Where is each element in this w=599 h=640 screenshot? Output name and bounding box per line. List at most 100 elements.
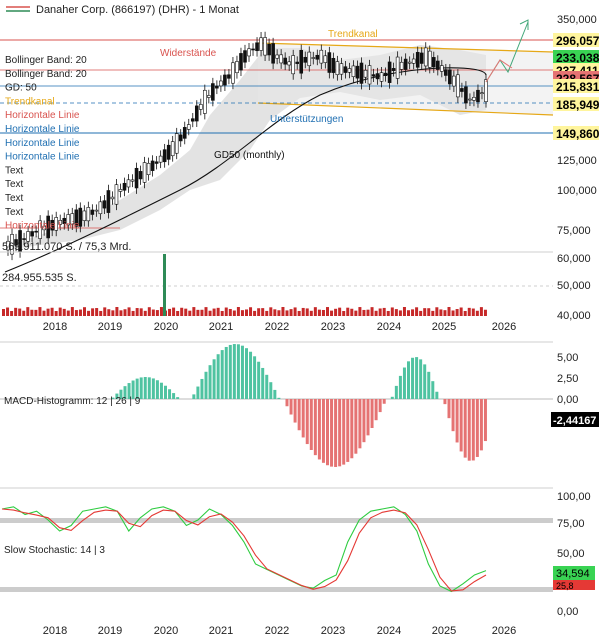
- candle-body: [30, 231, 34, 237]
- macd-bar: [172, 393, 176, 399]
- candle-body: [319, 49, 324, 64]
- macd-bar: [398, 375, 402, 399]
- candle-body: [383, 72, 388, 76]
- candle-body: [255, 42, 259, 52]
- x-tick-label: 2018: [43, 321, 67, 333]
- macd-bar: [119, 389, 123, 399]
- macd-bar: [200, 378, 204, 399]
- candle-body: [227, 74, 231, 79]
- candle-body: [154, 161, 159, 164]
- volume-bar: [447, 307, 451, 316]
- legend-item: Text: [5, 207, 24, 218]
- volume-bar: [309, 310, 313, 316]
- volume-bar: [135, 308, 139, 316]
- volume-bar: [127, 307, 131, 316]
- macd-bar: [253, 356, 257, 399]
- volume-bar: [277, 310, 281, 316]
- macd-bar: [216, 354, 220, 399]
- volume-bar: [38, 307, 42, 316]
- candle-body: [299, 49, 304, 74]
- macd-bar: [483, 399, 487, 442]
- macd-bar: [204, 371, 208, 399]
- candle-body: [460, 88, 464, 92]
- candle-body: [419, 52, 424, 64]
- candle-body: [407, 61, 412, 64]
- volume-bar: [423, 308, 427, 316]
- trend-channel-lower: [257, 102, 554, 116]
- candle-body: [114, 184, 119, 205]
- x-axis-bottom: 2018 2019 2020 2021 2022 2023 2024 2025 2026: [43, 625, 516, 637]
- volume-bar: [6, 307, 10, 316]
- x-tick-label: 2018: [43, 625, 67, 637]
- volume-bar: [147, 307, 151, 316]
- candle-body: [275, 54, 279, 59]
- volume-bar: [334, 308, 338, 316]
- volume-bar: [285, 310, 289, 316]
- volume-bar: [91, 308, 95, 316]
- macd-bar: [123, 386, 127, 399]
- candle-body: [26, 231, 30, 242]
- volume-bar: [123, 309, 127, 316]
- stoch-tick-label: 0,00: [557, 606, 578, 618]
- legend-item: Horizontale Linie: [5, 110, 80, 121]
- volume-bar: [451, 310, 455, 316]
- candle-body: [82, 210, 87, 221]
- candle-body: [303, 56, 308, 63]
- stoch-tick-label: 75,00: [557, 518, 585, 530]
- volume-bar: [155, 310, 159, 316]
- price-y-axis: 350,000 125,000 100,000 75,000: [557, 14, 597, 237]
- volume-bar: [455, 309, 459, 316]
- volume-bar: [378, 308, 382, 316]
- macd-bar: [443, 399, 447, 405]
- x-tick-label: 2024: [377, 321, 401, 333]
- candle-body: [110, 196, 115, 200]
- volume-bar: [439, 309, 443, 316]
- price-badges: 296,057233,038237,411228,567215,831185,9…: [553, 33, 599, 141]
- macd-bar: [111, 397, 115, 399]
- stoch-label: Slow Stochastic: 14 | 3: [4, 545, 105, 556]
- macd-bar: [479, 399, 483, 451]
- stoch-tick-label: 50,00: [557, 548, 585, 560]
- candle-body: [14, 239, 18, 246]
- candle-body: [435, 60, 440, 70]
- candle-body: [178, 134, 183, 142]
- volume-bar: [301, 307, 305, 316]
- candle-body: [440, 65, 444, 72]
- macd-bar: [115, 393, 119, 399]
- candle-body: [375, 73, 380, 80]
- candle-body: [231, 62, 235, 84]
- volume-bar: [475, 310, 479, 316]
- stoch-green-box: [553, 566, 595, 580]
- candle-body: [263, 37, 267, 56]
- volume-bar: [321, 309, 325, 316]
- stoch-20-band: [0, 587, 553, 592]
- macd-bar: [249, 351, 253, 399]
- volume-bar: [402, 307, 406, 316]
- volume-bar: [398, 310, 402, 316]
- macd-bar: [297, 399, 301, 431]
- volume-bar: [459, 307, 463, 316]
- volume-bar: [18, 308, 22, 316]
- macd-bar: [346, 399, 350, 462]
- volume-bar: [99, 310, 103, 316]
- volume-bar: [390, 307, 394, 316]
- macd-bar: [330, 399, 334, 467]
- macd-bar: [127, 383, 131, 399]
- candle-body: [468, 98, 472, 101]
- trend-channel-upper: [257, 42, 554, 53]
- price-badge-label: 296,057: [556, 34, 599, 48]
- x-tick-label: 2023: [321, 321, 345, 333]
- volume-bar: [435, 307, 439, 316]
- macd-label: MACD-Histogramm: 12 | 26 | 9: [4, 396, 141, 407]
- volume-bar: [192, 307, 196, 316]
- volume-bar: [386, 310, 390, 316]
- candle-body: [307, 51, 312, 67]
- candle-body: [363, 69, 368, 78]
- x-tick-label: 2020: [154, 625, 178, 637]
- macd-bar: [159, 382, 163, 399]
- volume-bar: [261, 308, 265, 316]
- macd-bar: [228, 344, 232, 399]
- chart-title: Danaher Corp. (866197) (DHR) - 1 Monat: [36, 4, 239, 16]
- candle-body: [403, 58, 408, 70]
- volume-bar: [50, 307, 54, 316]
